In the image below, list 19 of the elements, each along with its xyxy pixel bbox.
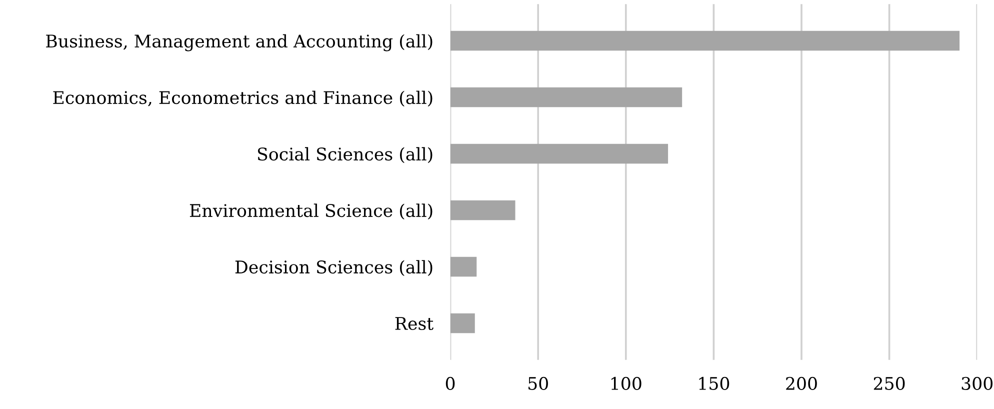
x-tick-label: 300 <box>962 376 993 390</box>
bar <box>450 30 960 51</box>
y-tick-label: Business, Management and Accounting (all) <box>46 34 432 52</box>
bar <box>450 313 475 334</box>
bar <box>450 256 477 277</box>
bar <box>450 87 682 108</box>
x-tick-label: 0 <box>446 376 455 390</box>
y-tick-label: Social Sciences (all) <box>258 147 432 164</box>
bar <box>450 144 668 164</box>
x-tick-label: 250 <box>874 376 905 390</box>
x-tick-label: 150 <box>699 376 730 390</box>
y-tick-label: Environmental Science (all) <box>190 204 432 220</box>
y-tick-label: Rest <box>395 317 434 330</box>
x-tick-label: 50 <box>528 376 548 390</box>
x-tick-label: 100 <box>611 376 642 390</box>
bar <box>450 200 516 220</box>
y-tick-label: Decision Sciences (all) <box>235 260 432 276</box>
x-tick-label: 200 <box>786 376 817 390</box>
y-tick-label: Economics, Econometrics and Finance (all) <box>53 90 432 107</box>
